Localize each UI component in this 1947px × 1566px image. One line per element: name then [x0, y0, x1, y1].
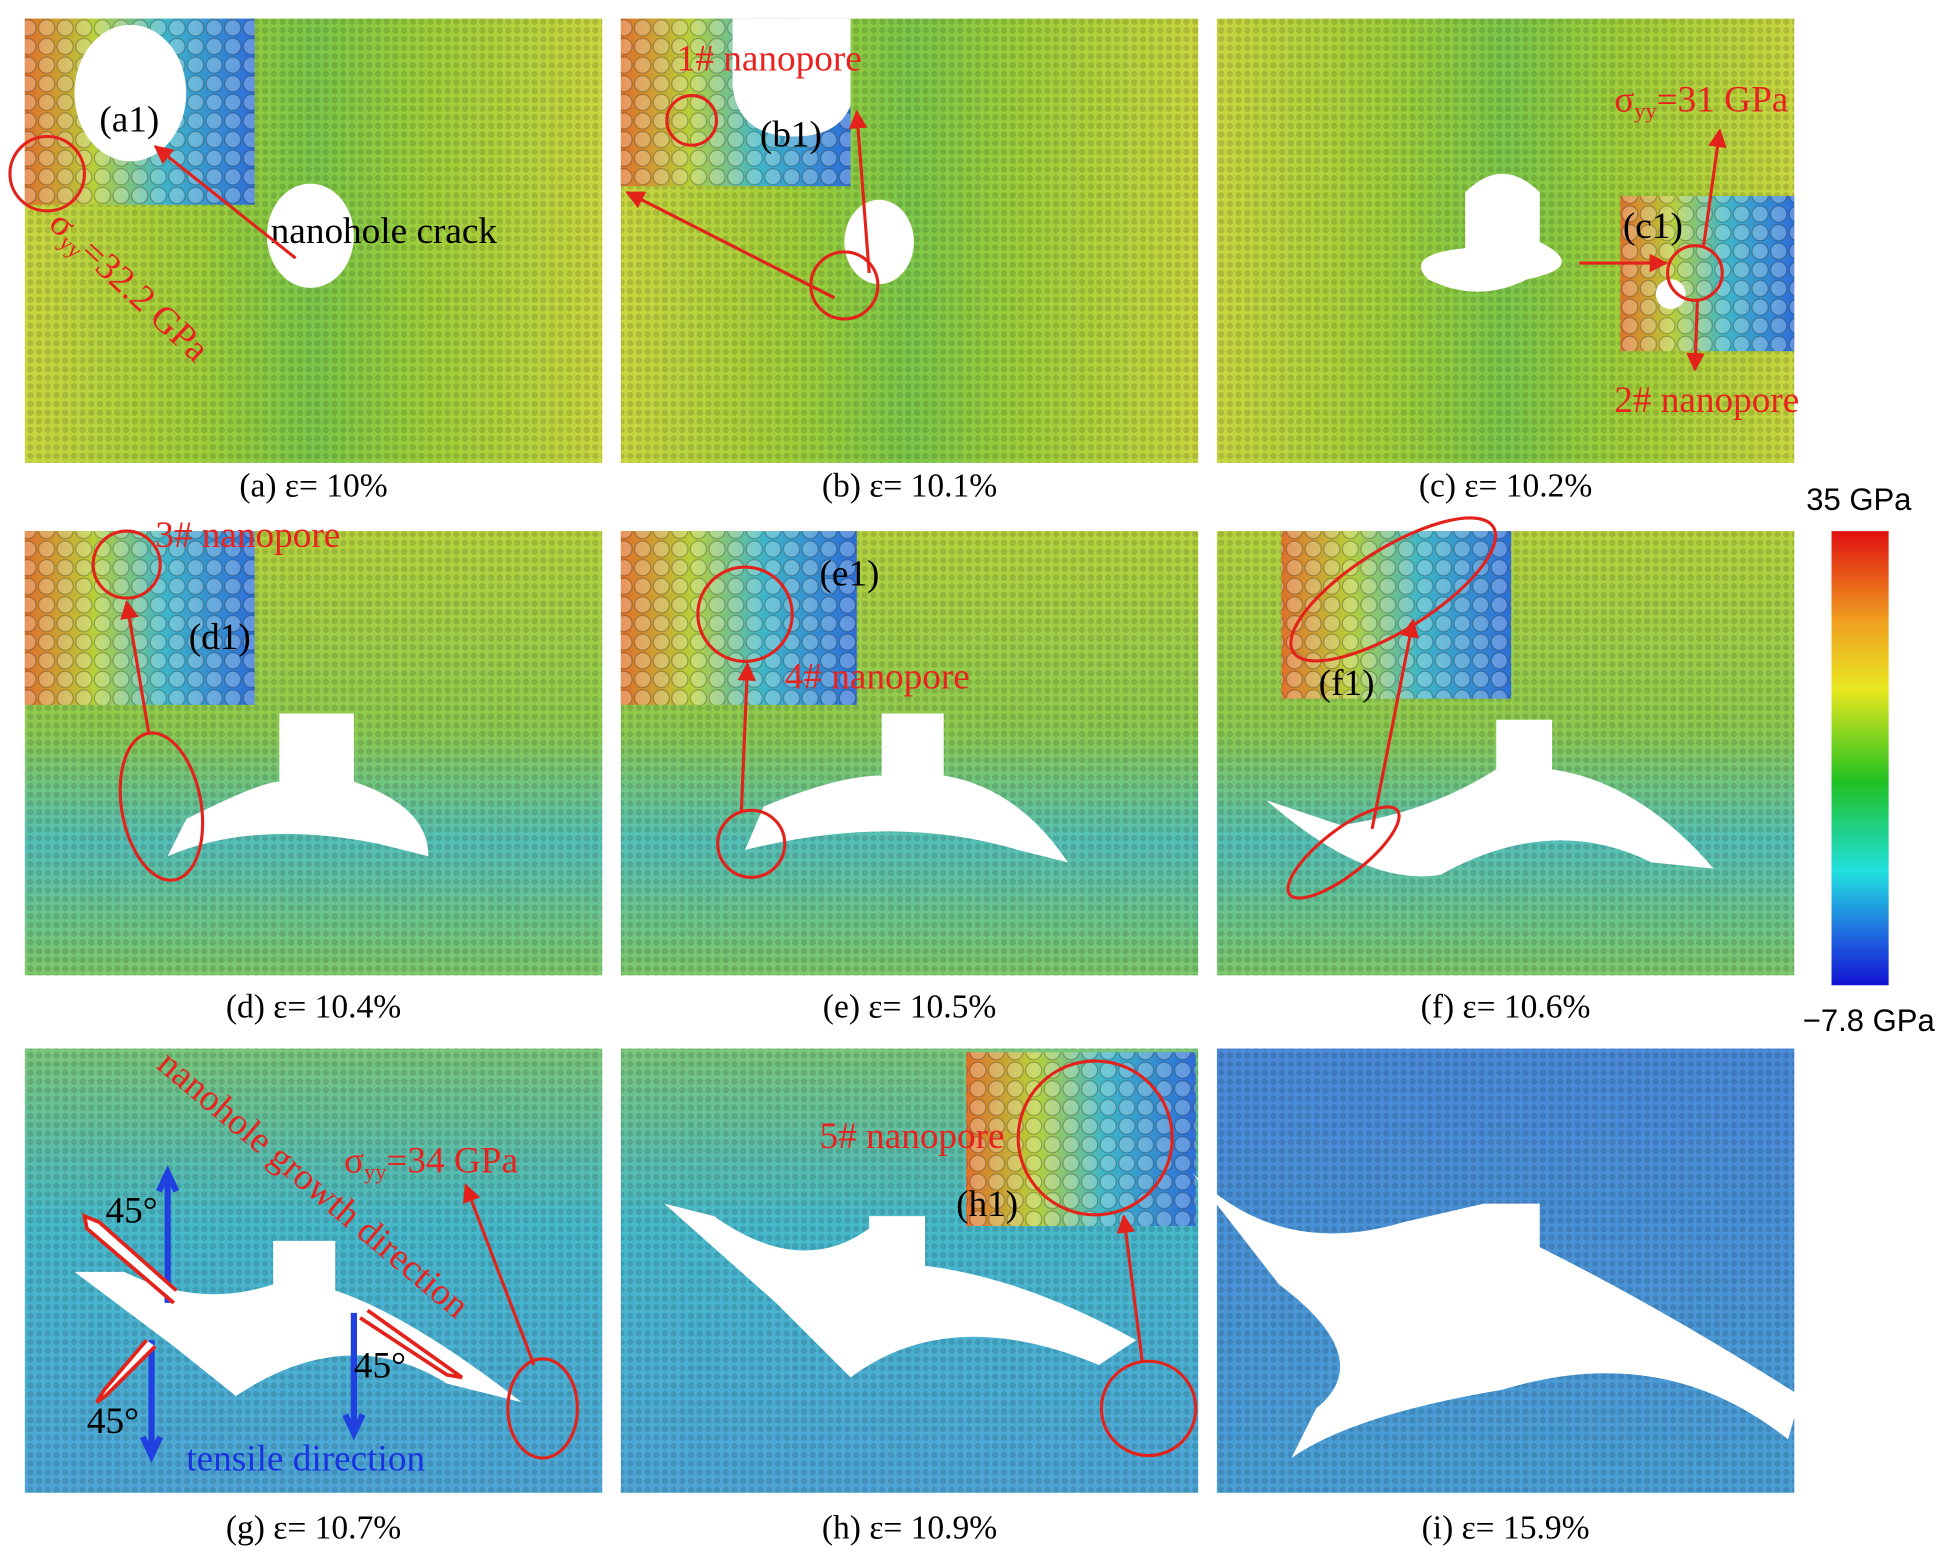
annotations-h: 5# nanopore (h1) — [820, 1059, 1198, 1458]
nanohole — [844, 199, 914, 285]
panel: (f) ε= 10.6% — [1216, 531, 1795, 1026]
inset-hole — [74, 24, 187, 162]
panels: (a) ε= 10% (b) ε= 10.1% (c) ε= 10.2% (d) ε=… — [24, 18, 1801, 1547]
panel-caption: (d) ε= 10.4% — [226, 989, 401, 1026]
panel: (h) ε= 10.9% — [620, 1048, 1199, 1547]
annotations-e: (e1) 4# nanopore — [696, 554, 970, 879]
panel: (b) ε= 10.1% — [620, 18, 1199, 504]
stress-value: =34 GPa — [386, 1141, 518, 1182]
panel: (d) ε= 10.4% — [24, 531, 603, 1026]
panel: (g) ε= 10.7% — [24, 1048, 603, 1547]
panel-caption: (a) ε= 10% — [239, 467, 387, 504]
panel-caption: (i) ε= 15.9% — [1422, 1510, 1590, 1547]
panel: (a) ε= 10% — [24, 18, 603, 504]
stress-symbol: σ — [344, 1141, 364, 1182]
note: 1# nanopore — [677, 39, 862, 80]
stress-value: =31 GPa — [1657, 80, 1789, 121]
annotations-d: 3# nanopore (d1) — [91, 515, 340, 882]
inset-label: (a1) — [99, 100, 159, 141]
note: 3# nanopore — [155, 515, 340, 556]
panel-caption: (f) ε= 10.6% — [1421, 989, 1591, 1026]
angle: 45° — [354, 1345, 406, 1386]
colorbar-max: 35 GPa — [1806, 482, 1912, 517]
inset-label: (f1) — [1319, 663, 1375, 704]
annotations-c: σyy=31 GPa (c1) 2# nanopore — [1579, 80, 1799, 421]
inset-label: (b1) — [760, 114, 822, 155]
stress-sub: yy — [364, 1159, 387, 1184]
angle: 45° — [106, 1190, 158, 1231]
panel: (i) ε= 15.9% — [1192, 1048, 1801, 1547]
direction: tensile direction — [186, 1438, 425, 1479]
colorbar-min: −7.8 GPa — [1803, 1003, 1936, 1038]
nanohole — [664, 1203, 1137, 1378]
nanohole — [266, 183, 354, 288]
panel-caption: (b) ε= 10.1% — [822, 467, 997, 504]
inset-label: (e1) — [820, 554, 880, 595]
angle: 45° — [87, 1401, 139, 1442]
panel-caption: (h) ε= 10.9% — [822, 1510, 997, 1547]
nanohole — [745, 713, 1068, 863]
inset-label: (h1) — [956, 1184, 1018, 1225]
annotations-b: 1# nanopore (b1) — [625, 39, 880, 321]
panel-caption: (e) ε= 10.5% — [823, 989, 996, 1026]
inset-label: (c1) — [1623, 206, 1683, 247]
inset-atoms — [966, 1052, 1196, 1226]
note: nanohole crack — [271, 211, 498, 252]
note: 2# nanopore — [1614, 380, 1799, 421]
nanohole — [167, 713, 429, 857]
stress-label: σyy=34 GPa — [344, 1141, 519, 1184]
annotations-f: (f1) — [1286, 516, 1498, 900]
panel: (e) ε= 10.5% — [620, 531, 1199, 1026]
stress-label: σyy=31 GPa — [1614, 80, 1789, 123]
note: 5# nanopore — [820, 1116, 1005, 1157]
note: 4# nanopore — [785, 657, 970, 698]
nanohole — [1266, 719, 1714, 877]
inset-hole — [1655, 279, 1686, 309]
panel-caption: (c) ε= 10.2% — [1419, 467, 1592, 504]
nanohole — [1420, 173, 1562, 292]
panel-caption: (g) ε= 10.7% — [226, 1510, 401, 1547]
nanohole — [74, 1240, 522, 1403]
nanohole — [1192, 1172, 1801, 1459]
stress-symbol: σ — [1614, 80, 1634, 121]
inset-label: (d1) — [189, 617, 251, 658]
inset-atoms — [1281, 531, 1512, 699]
inset-hole — [732, 18, 851, 137]
stress-sub: yy — [1634, 98, 1657, 123]
colorbar — [1831, 531, 1889, 986]
